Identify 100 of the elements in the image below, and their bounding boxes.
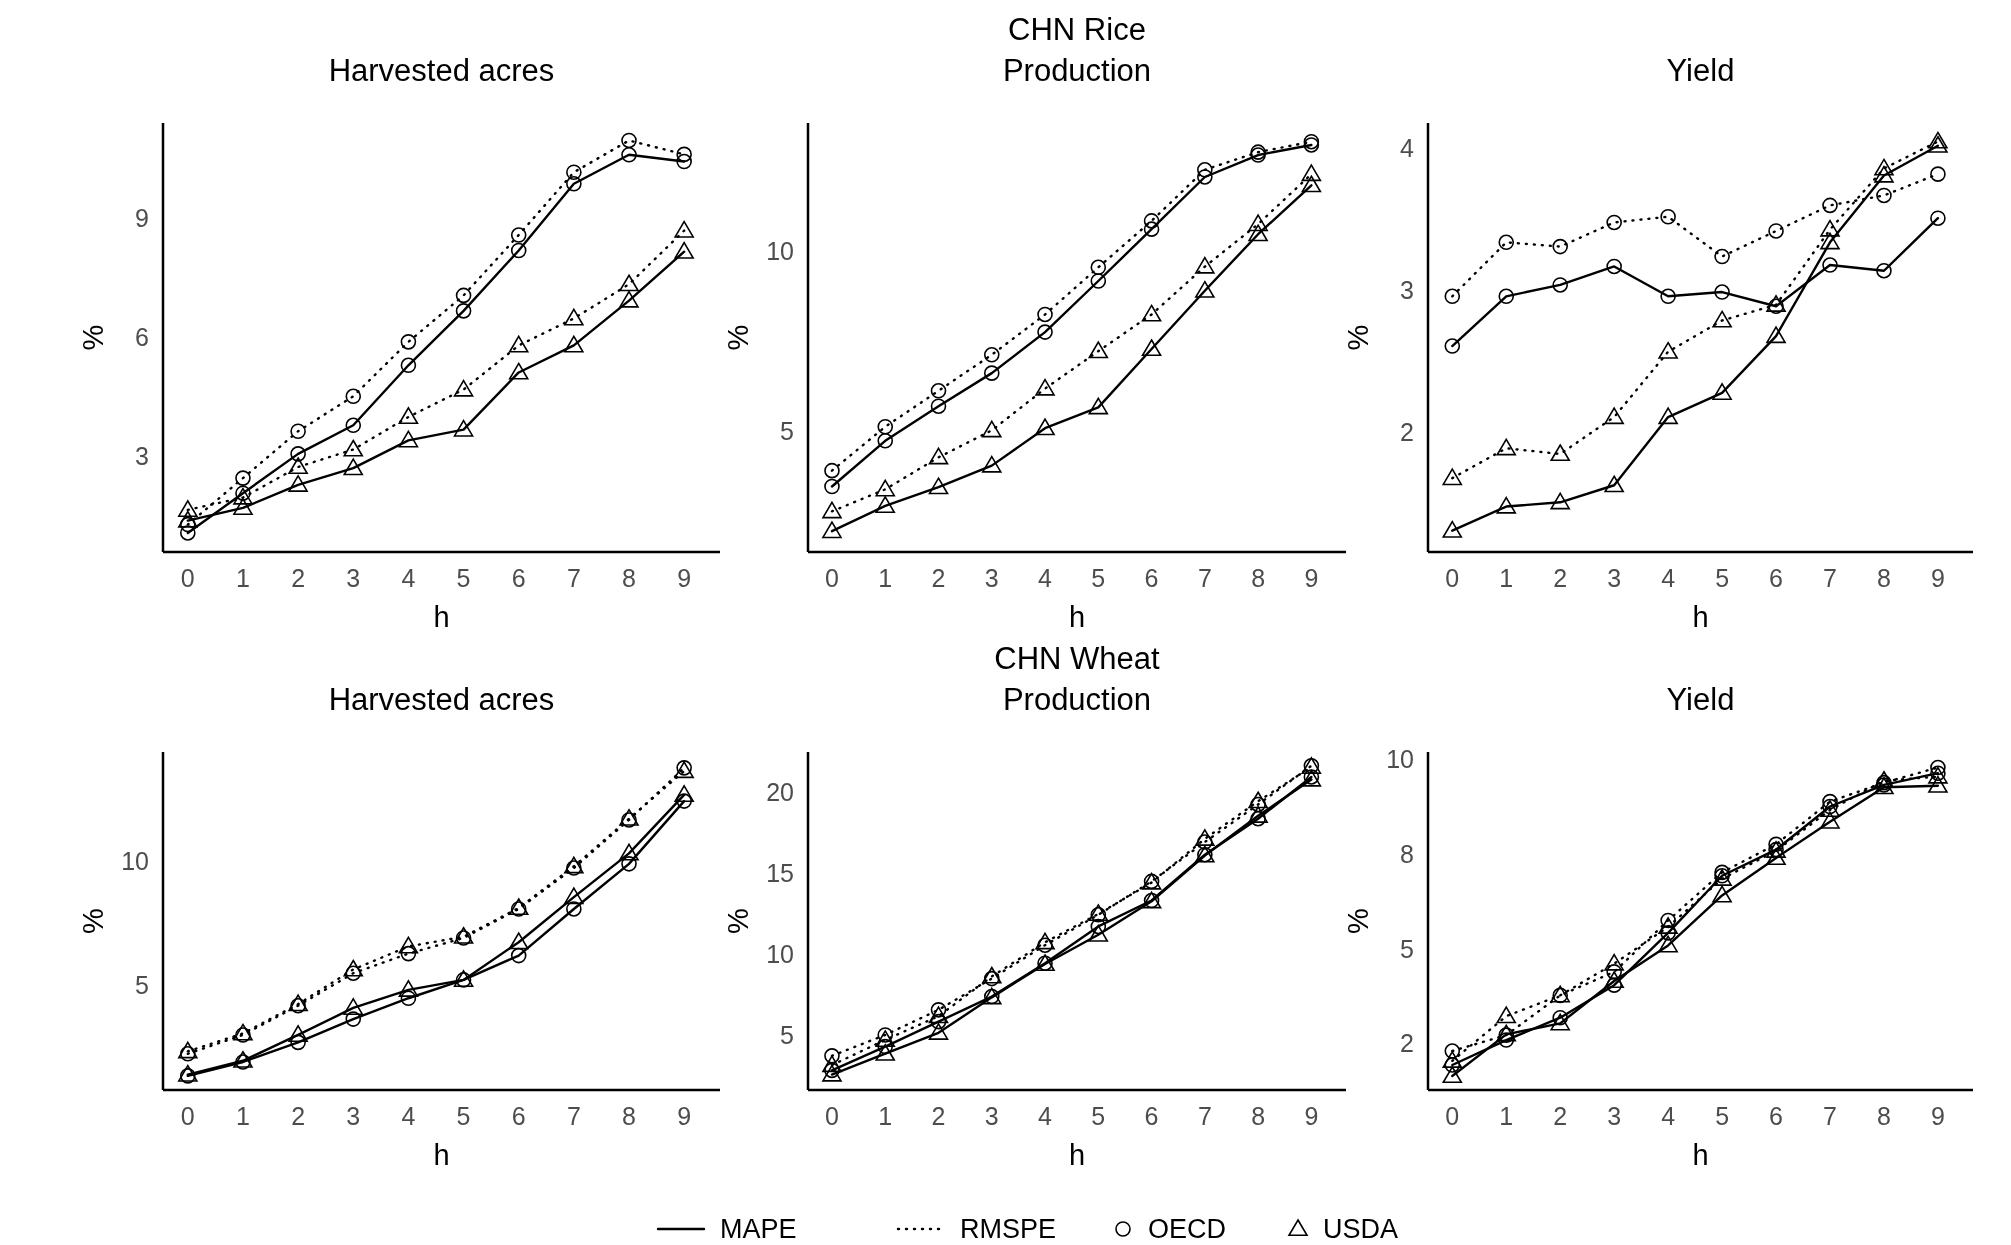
y-axis-title: %	[722, 324, 754, 351]
x-tick-label: 7	[566, 564, 581, 592]
y-tick-label: 5	[780, 1020, 794, 1049]
text: MAPE	[720, 1214, 797, 1245]
x-tick-label: 5	[456, 564, 471, 592]
y-tick-label: 2	[1400, 1029, 1414, 1058]
chart-title: Harvested acres	[328, 53, 555, 88]
y-tick-label: 10	[766, 939, 794, 968]
x-tick-label: 1	[878, 564, 893, 592]
y-axis-title: %	[77, 908, 109, 934]
text: USDA	[1323, 1214, 1399, 1245]
x-tick-label: 2	[931, 564, 946, 592]
x-tick-label: 0	[180, 1102, 195, 1130]
x-axis-title: h	[1692, 601, 1709, 633]
x-tick-label: 2	[1553, 1102, 1568, 1130]
chart-subtitle: Production	[1002, 53, 1152, 88]
x-tick-label: 6	[1144, 564, 1159, 592]
x-tick-label: 3	[1607, 564, 1622, 592]
chart-title: CHN Rice	[1008, 12, 1146, 47]
x-tick-label: 8	[1251, 1102, 1266, 1130]
x-tick-label: 9	[1304, 564, 1319, 592]
y-tick-label: 20	[766, 777, 794, 806]
x-tick-label: 8	[622, 1102, 636, 1130]
x-tick-label: 9	[677, 564, 692, 592]
y-axis-title: %	[1342, 908, 1374, 934]
y-axis-title: %	[722, 908, 754, 934]
x-tick-label: 7	[1197, 1102, 1212, 1130]
y-tick-label: 3	[1400, 276, 1414, 305]
x-tick-label: 4	[401, 564, 416, 592]
y-tick-label: 8	[1400, 839, 1414, 868]
x-tick-label: 4	[1038, 564, 1053, 592]
x-tick-label: 6	[1144, 1102, 1159, 1130]
x-tick-label: 3	[346, 1102, 361, 1130]
x-tick-label: 1	[878, 1102, 893, 1130]
x-tick-label: 1	[236, 564, 250, 592]
x-tick-label: 6	[511, 564, 526, 592]
x-tick-label: 8	[1877, 1102, 1891, 1130]
x-tick-label: 0	[1445, 1102, 1460, 1130]
y-tick-label: 2	[1400, 418, 1414, 447]
y-tick-label: 10	[1386, 745, 1414, 774]
chart-title: Yield	[1666, 53, 1735, 88]
x-tick-label: 4	[1661, 564, 1676, 592]
x-tick-label: 2	[291, 1102, 306, 1130]
x-tick-label: 2	[1553, 564, 1568, 592]
x-tick-label: 4	[401, 1102, 416, 1130]
x-tick-label: 1	[1499, 1102, 1514, 1130]
y-tick-label: 9	[135, 204, 149, 233]
x-axis-title: h	[433, 1139, 450, 1171]
y-tick-label: 15	[766, 858, 794, 887]
x-tick-label: 1	[236, 1102, 250, 1130]
x-axis-title: h	[1068, 601, 1086, 633]
x-tick-label: 8	[622, 564, 636, 592]
x-axis-title: h	[433, 601, 450, 633]
y-tick-label: 5	[135, 970, 149, 999]
x-tick-label: 0	[180, 564, 195, 592]
x-tick-label: 5	[1091, 564, 1106, 592]
x-tick-label: 2	[931, 1102, 946, 1130]
y-tick-label: 10	[766, 236, 794, 265]
x-tick-label: 4	[1038, 1102, 1053, 1130]
y-tick-label: 5	[780, 416, 794, 445]
x-tick-label: 0	[825, 1102, 839, 1130]
x-tick-label: 3	[984, 564, 999, 592]
y-tick-label: 6	[135, 323, 149, 352]
x-tick-label: 9	[1930, 564, 1945, 592]
x-tick-label: 7	[1823, 564, 1837, 592]
x-tick-label: 5	[1715, 1102, 1730, 1130]
y-tick-label: 3	[135, 442, 149, 471]
text: RMSPE	[960, 1214, 1057, 1245]
y-tick-label: 4	[1400, 134, 1415, 163]
x-tick-label: 3	[984, 1102, 999, 1130]
y-axis-title: %	[1342, 324, 1374, 351]
x-tick-label: 5	[456, 1102, 471, 1130]
text: OECD	[1148, 1214, 1227, 1245]
x-tick-label: 8	[1251, 564, 1266, 592]
x-axis-title: h	[1692, 1139, 1709, 1171]
x-tick-label: 6	[511, 1102, 526, 1130]
x-tick-label: 9	[677, 1102, 692, 1130]
x-tick-label: 7	[1197, 564, 1212, 592]
x-tick-label: 6	[1769, 1102, 1783, 1130]
y-tick-label: 5	[1400, 934, 1414, 963]
x-tick-label: 7	[566, 1102, 581, 1130]
y-tick-label: 10	[121, 846, 149, 875]
x-tick-label: 2	[291, 564, 306, 592]
x-axis-title: h	[1068, 1139, 1086, 1171]
x-tick-label: 9	[1930, 1102, 1945, 1130]
x-tick-label: 3	[346, 564, 361, 592]
chart-subtitle: Production	[1002, 682, 1152, 717]
x-tick-label: 0	[1445, 564, 1460, 592]
x-tick-label: 5	[1091, 1102, 1106, 1130]
x-tick-label: 1	[1499, 564, 1514, 592]
x-tick-label: 6	[1769, 564, 1783, 592]
chart-title: Yield	[1666, 682, 1735, 717]
x-tick-label: 4	[1661, 1102, 1676, 1130]
x-tick-label: 8	[1877, 564, 1891, 592]
chart-title: CHN Wheat	[994, 641, 1161, 676]
x-tick-label: 5	[1715, 564, 1730, 592]
x-tick-label: 0	[825, 564, 839, 592]
chart-title: Harvested acres	[328, 682, 555, 717]
x-tick-label: 3	[1607, 1102, 1622, 1130]
x-tick-label: 7	[1823, 1102, 1837, 1130]
